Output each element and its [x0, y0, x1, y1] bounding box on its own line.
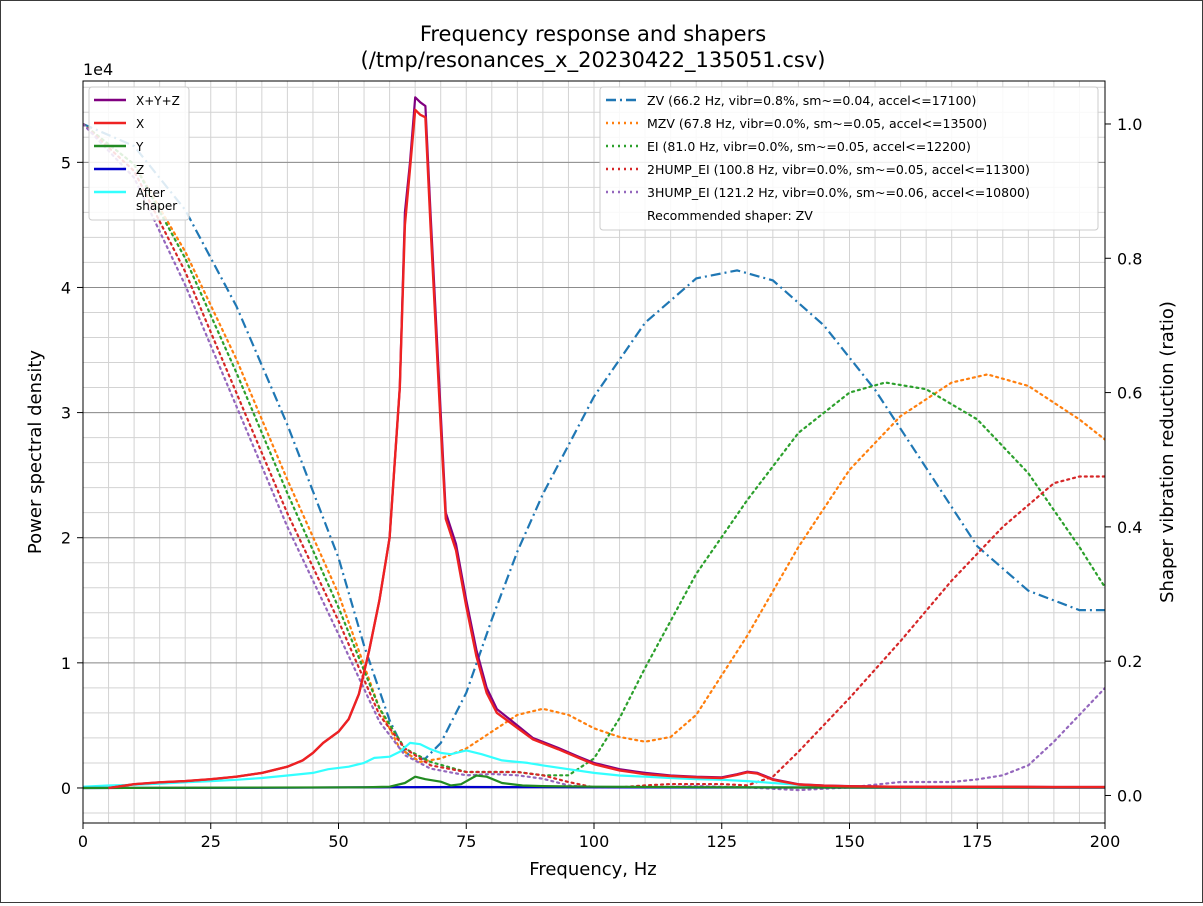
y-right-tick-label: 0.2 — [1117, 652, 1142, 671]
x-tick-label: 75 — [456, 832, 476, 851]
y-axis-label: Power spectral density — [25, 350, 46, 554]
y-right-tick-label: 0.0 — [1117, 786, 1142, 805]
chart-title-line1: Frequency response and shapers — [420, 22, 766, 46]
x-axis-ticks: 0 25 50 75 100 125 150 175 200 — [78, 823, 1120, 851]
legend-left-label: shaper — [136, 199, 177, 213]
x-tick-label: 125 — [706, 832, 737, 851]
y-right-tick-label: 0.8 — [1117, 249, 1142, 268]
recommended-shaper-note: Recommended shaper: ZV — [647, 208, 813, 223]
legend-left-label: Z — [136, 163, 144, 177]
legend-left-label: X — [136, 117, 144, 131]
chart-title-line2: (/tmp/resonances_x_20230422_135051.csv) — [361, 48, 826, 73]
legend-right-label: MZV (67.8 Hz, vibr=0.0%, sm~=0.05, accel… — [647, 116, 987, 131]
legend-left-label: After — [136, 186, 165, 200]
psd-series-line-2 — [83, 774, 1105, 790]
y-right-tick-label: 1.0 — [1117, 115, 1142, 134]
legend-left-box — [88, 86, 190, 221]
y-tick-label: 2 — [61, 529, 71, 548]
y-axis-ticks: 0 1 2 3 4 5 — [61, 153, 83, 798]
legend-right-label: EI (81.0 Hz, vibr=0.0%, sm~=0.05, accel<… — [647, 139, 971, 154]
x-tick-label: 25 — [201, 832, 221, 851]
legend-right-label: ZV (66.2 Hz, vibr=0.8%, sm~=0.04, accel<… — [647, 93, 976, 108]
y-right-axis-label: Shaper vibration reduction (ratio) — [1157, 301, 1178, 603]
y-tick-label: 0 — [61, 779, 71, 798]
x-tick-label: 50 — [328, 832, 348, 851]
y-right-axis-ticks: 0.0 0.2 0.4 0.6 0.8 1.0 — [1105, 115, 1142, 805]
y-tick-label: 1 — [61, 654, 71, 673]
x-tick-label: 175 — [962, 832, 993, 851]
shaper-curve-1 — [83, 122, 1105, 764]
y-tick-label: 3 — [61, 404, 71, 423]
legend-left-label: Y — [135, 140, 144, 154]
y-right-tick-label: 0.4 — [1117, 518, 1142, 537]
legend-left-label: X+Y+Z — [136, 94, 180, 108]
x-tick-label: 100 — [579, 832, 610, 851]
psd-series-line-4 — [83, 741, 1105, 789]
y-tick-label: 4 — [61, 278, 71, 297]
x-tick-label: 0 — [78, 832, 88, 851]
legend-right-label: 2HUMP_EI (100.8 Hz, vibr=0.0%, sm~=0.05,… — [647, 162, 1030, 177]
legend-right-box — [599, 86, 1099, 231]
x-tick-label: 200 — [1090, 832, 1121, 851]
series-layer — [83, 96, 1105, 792]
y-scale-label: 1e4 — [83, 60, 113, 79]
legend-right-label: 3HUMP_EI (121.2 Hz, vibr=0.0%, sm~=0.06,… — [647, 185, 1030, 200]
x-axis-label: Frequency, Hz — [529, 859, 656, 880]
legend-right: ZV (66.2 Hz, vibr=0.8%, sm~=0.04, accel<… — [599, 86, 1099, 231]
shaper-curve-0 — [83, 122, 1105, 761]
psd-series-line-1 — [108, 108, 1105, 790]
y-tick-label: 5 — [61, 153, 71, 172]
x-tick-label: 150 — [834, 832, 865, 851]
shaper-curve-2 — [83, 122, 1105, 777]
y-right-tick-label: 0.6 — [1117, 384, 1142, 403]
minor-grid — [82, 81, 1106, 823]
